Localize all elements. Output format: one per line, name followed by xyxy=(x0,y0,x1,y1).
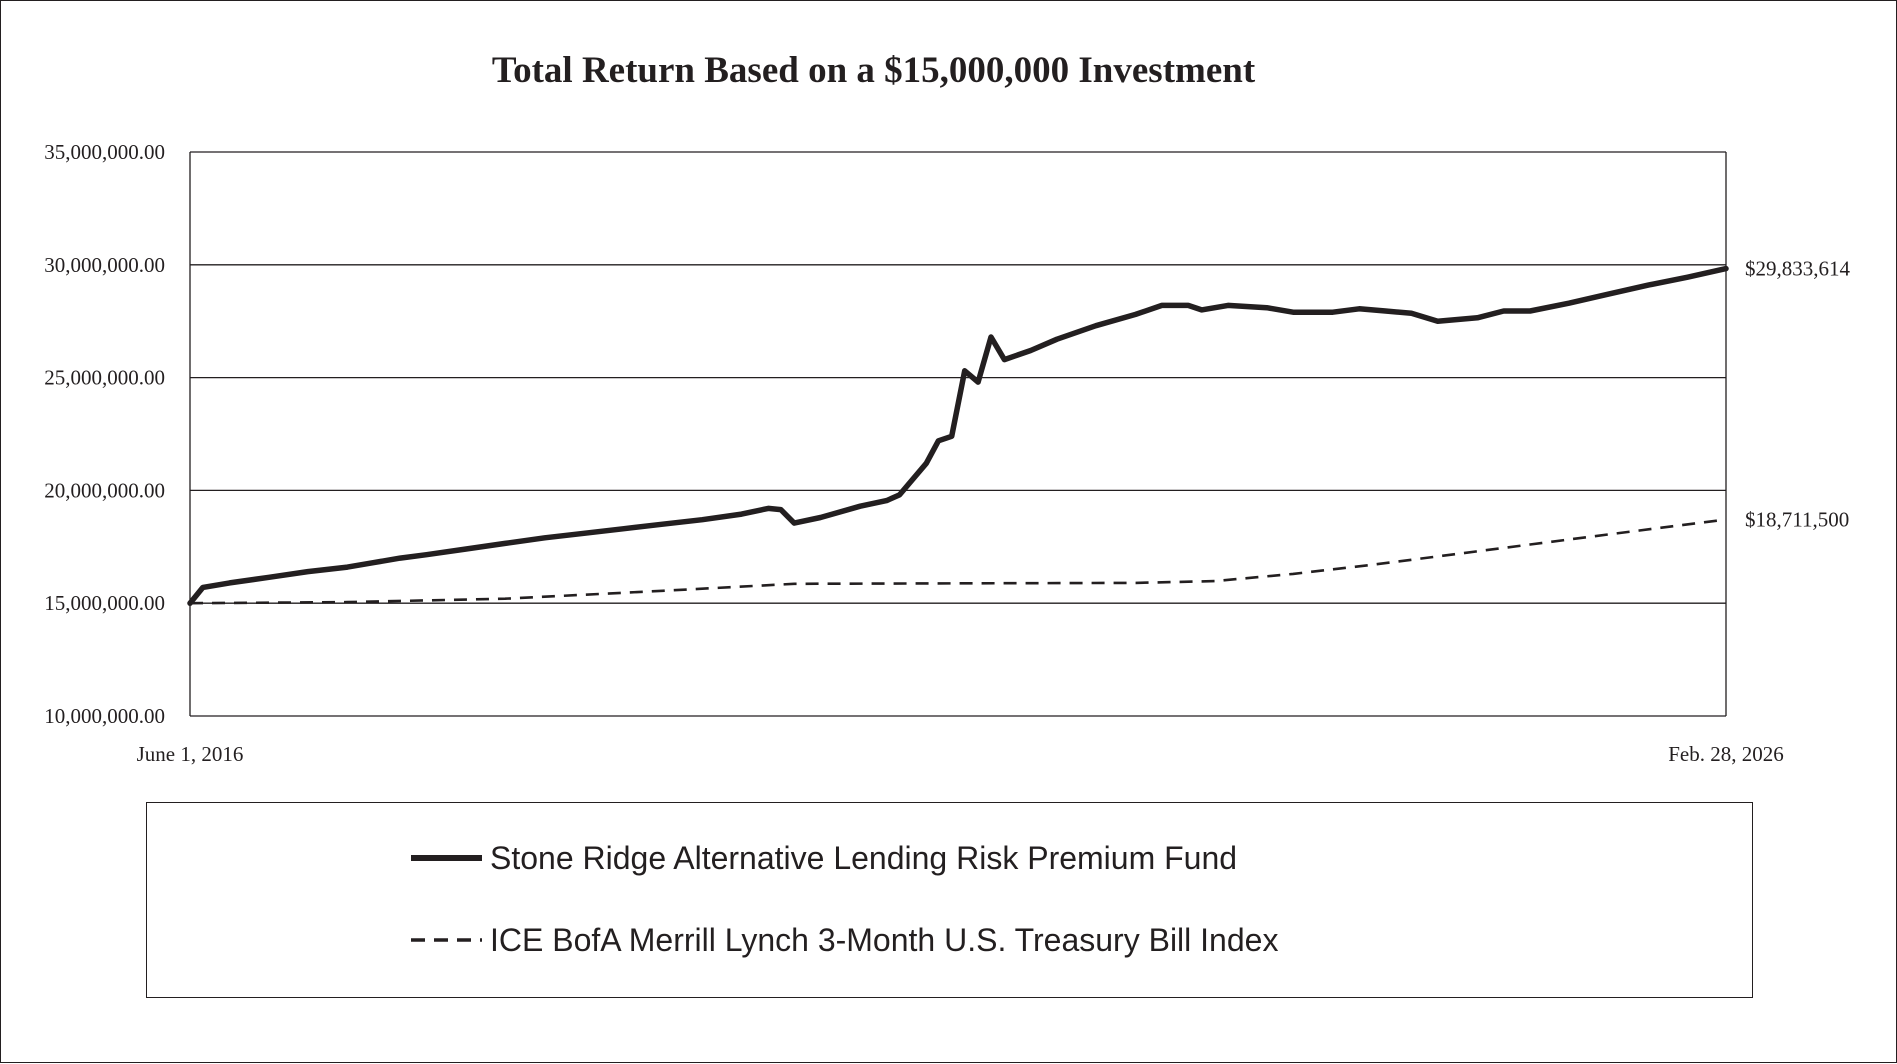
y-tick-label: 30,000,000.00 xyxy=(44,253,165,277)
legend-item-index: ICE BofA Merrill Lynch 3-Month U.S. Trea… xyxy=(409,920,1278,960)
y-tick-label: 15,000,000.00 xyxy=(44,591,165,615)
y-tick-label: 25,000,000.00 xyxy=(44,366,165,390)
end-value-label-fund: $29,833,614 xyxy=(1745,257,1851,281)
end-value-label-index: $18,711,500 xyxy=(1745,507,1849,531)
legend-label-fund: Stone Ridge Alternative Lending Risk Pre… xyxy=(490,839,1238,876)
x-tick-label: June 1, 2016 xyxy=(137,742,244,766)
legend: Stone Ridge Alternative Lending Risk Pre… xyxy=(146,802,1753,998)
y-tick-label: 20,000,000.00 xyxy=(44,478,165,502)
series-line-index xyxy=(189,518,1727,605)
legend-item-fund: Stone Ridge Alternative Lending Risk Pre… xyxy=(409,838,1237,878)
legend-label-index: ICE BofA Merrill Lynch 3-Month U.S. Trea… xyxy=(490,921,1279,958)
chart-title: Total Return Based on a $15,000,000 Inve… xyxy=(491,50,1256,91)
legend-swatch-solid xyxy=(411,855,482,861)
legend-swatch-dashed xyxy=(411,938,482,942)
y-tick-label: 35,000,000.00 xyxy=(44,140,165,164)
y-tick-label: 10,000,000.00 xyxy=(44,704,165,728)
x-tick-label: Feb. 28, 2026 xyxy=(1668,742,1784,766)
series-line-fund xyxy=(187,265,1729,606)
